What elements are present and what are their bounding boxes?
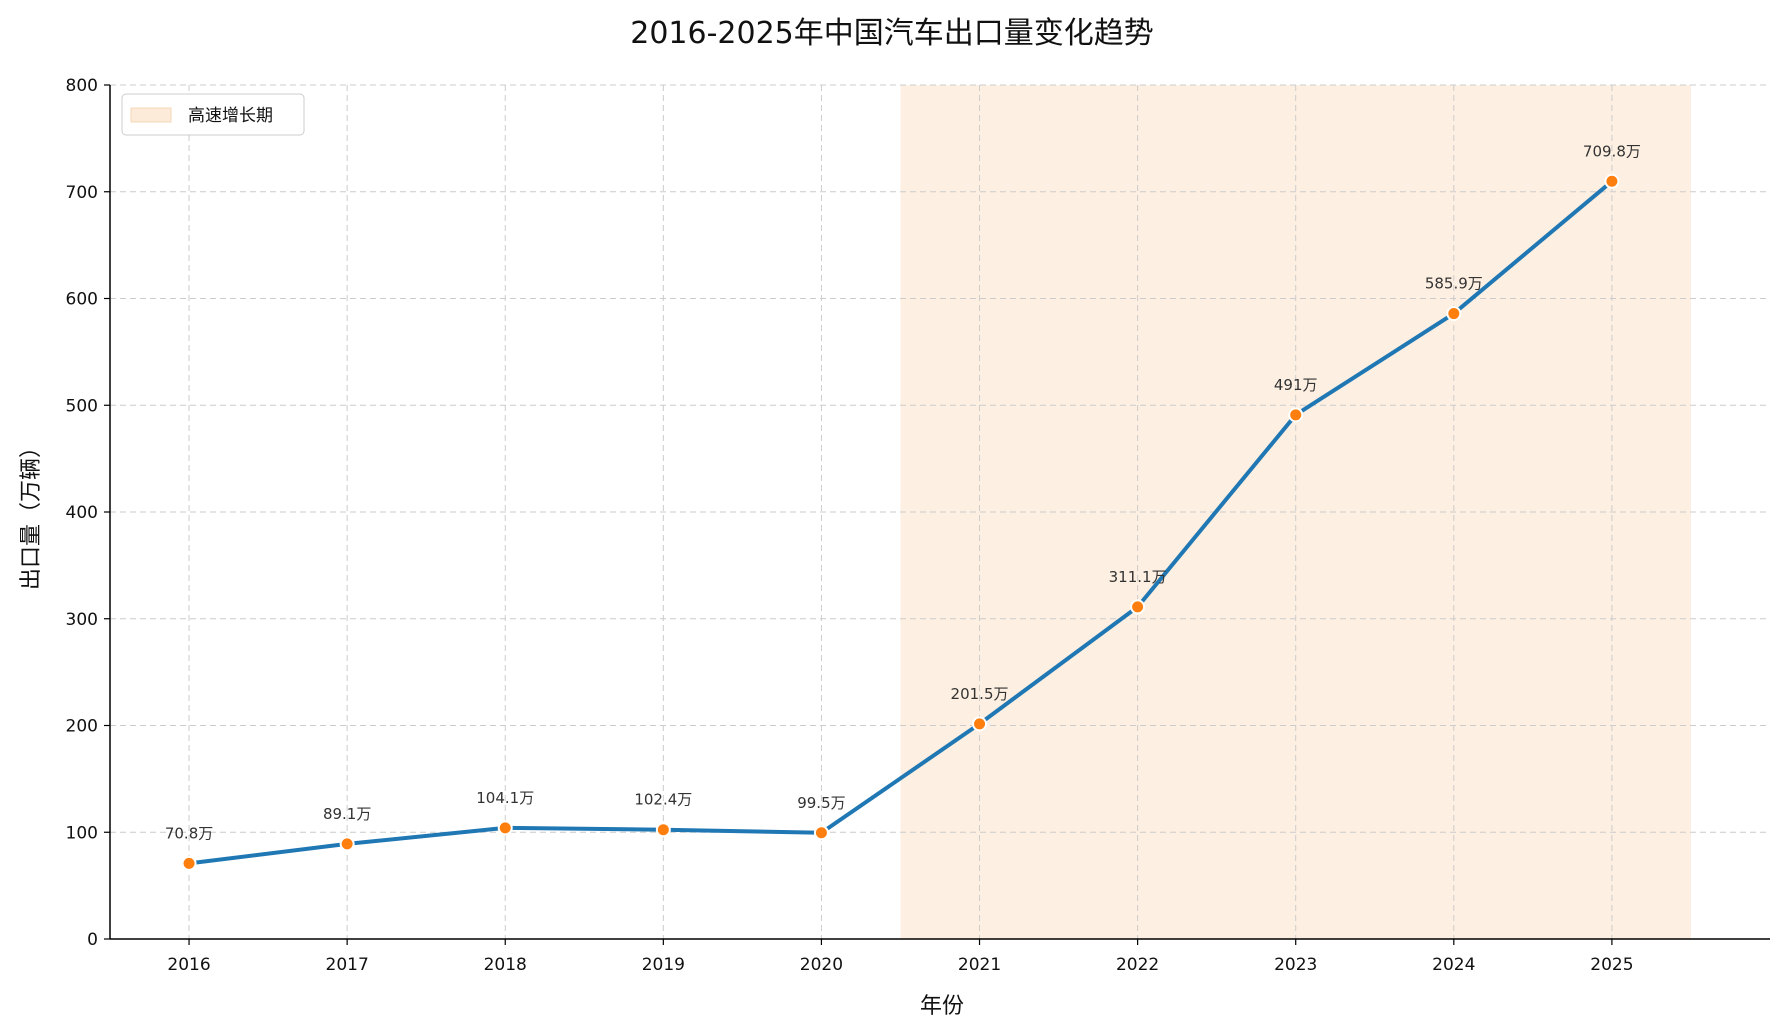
x-tick-label: 2016 xyxy=(167,955,210,975)
x-tick-label: 2024 xyxy=(1432,955,1475,975)
y-tick-label: 400 xyxy=(66,503,98,523)
data-point xyxy=(972,716,988,732)
y-tick-label: 500 xyxy=(66,396,98,416)
data-point xyxy=(1130,599,1146,615)
data-point xyxy=(181,855,197,871)
legend-box xyxy=(121,93,305,136)
data-label: 70.8万 xyxy=(165,824,213,842)
series-line xyxy=(187,179,1614,866)
y-tick-label: 100 xyxy=(66,823,98,843)
data-label: 104.1万 xyxy=(476,789,534,807)
data-point xyxy=(1604,173,1620,189)
grid-layer xyxy=(110,84,1770,940)
y-tick-label: 700 xyxy=(66,183,98,203)
y-tick-label: 200 xyxy=(66,717,98,737)
y-tick-label: 0 xyxy=(87,930,98,950)
data-labels-layer: 70.8万 89.1万 104.1万 102.4万 99.5万 201.5万 311.1万 4… xyxy=(165,142,1641,842)
data-label: 491万 xyxy=(1274,376,1318,394)
series-layer xyxy=(181,173,1620,871)
data-label: 585.9万 xyxy=(1425,275,1483,293)
data-label: 311.1万 xyxy=(1109,568,1167,586)
data-label: 201.5万 xyxy=(951,685,1009,703)
x-tick-label: 2021 xyxy=(958,955,1001,975)
data-label: 99.5万 xyxy=(797,794,845,812)
data-point xyxy=(1446,306,1462,322)
data-label: 709.8万 xyxy=(1583,142,1641,160)
chart-title: 2016-2025年中国汽车出口量变化趋势 xyxy=(630,16,1154,51)
x-tick-label: 2020 xyxy=(800,955,843,975)
y-tick-label: 300 xyxy=(66,610,98,630)
data-point xyxy=(497,820,513,836)
data-point xyxy=(339,836,355,852)
y-tick-label: 600 xyxy=(66,290,98,310)
data-point xyxy=(655,822,671,838)
data-point xyxy=(1288,407,1304,423)
x-tick-label: 2025 xyxy=(1590,955,1633,975)
data-point xyxy=(813,825,829,841)
legend: 高速增长期 xyxy=(121,93,305,136)
axes-layer: 0 100 200 300 400 500 600 700 800 2016 2017 2018 201… xyxy=(66,76,1770,975)
y-tick-label: 800 xyxy=(66,76,98,96)
data-label: 102.4万 xyxy=(634,791,692,809)
data-label: 89.1万 xyxy=(323,805,371,823)
x-tick-label: 2017 xyxy=(326,955,369,975)
x-tick-label: 2023 xyxy=(1274,955,1317,975)
legend-swatch-highlight xyxy=(130,107,172,123)
x-tick-label: 2022 xyxy=(1116,955,1159,975)
x-axis-label: 年份 xyxy=(920,994,964,1019)
x-tick-label: 2018 xyxy=(484,955,527,975)
y-axis-label: 出口量（万辆） xyxy=(19,436,44,590)
x-tick-label: 2019 xyxy=(642,955,685,975)
legend-label-highlight: 高速增长期 xyxy=(188,106,273,126)
